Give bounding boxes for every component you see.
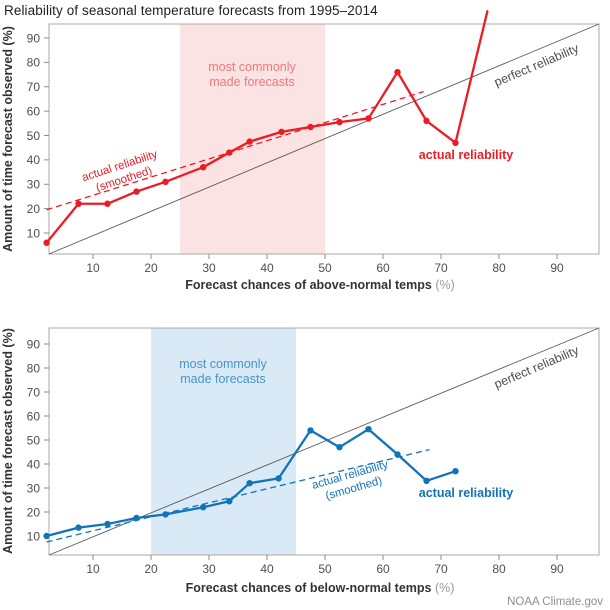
y-tick-label: 20 <box>27 505 41 519</box>
region-label: most commonly <box>179 357 267 371</box>
x-tick-label: 10 <box>86 261 100 275</box>
data-point <box>423 117 430 125</box>
data-point <box>200 504 207 511</box>
actual-reliability-line <box>45 10 489 244</box>
data-point <box>133 188 140 195</box>
actual-reliability-label: actual reliability <box>419 148 514 162</box>
plot-box <box>48 327 600 556</box>
y-tick-label: 90 <box>27 337 41 351</box>
data-point <box>452 468 459 475</box>
data-point <box>365 115 372 122</box>
data-point <box>307 123 314 131</box>
data-point <box>246 480 253 487</box>
data-point <box>336 444 343 451</box>
x-tick-label: 70 <box>434 562 448 576</box>
x-tick-label: 80 <box>492 261 506 275</box>
data-point <box>104 520 111 528</box>
y-axis-label: Amount of time forecast observed (%) <box>1 26 15 252</box>
region-label: made forecasts <box>180 372 265 386</box>
data-point <box>200 163 207 171</box>
perfect-reliability-label-group: perfect reliability <box>492 41 581 89</box>
smoothed-reliability-line <box>46 448 430 543</box>
x-tick-label: 40 <box>260 261 274 275</box>
x-tick-label: 20 <box>144 261 158 275</box>
x-tick-label: 30 <box>202 261 216 275</box>
y-tick-label: 60 <box>27 104 41 118</box>
y-tick-label: 70 <box>27 385 41 399</box>
y-tick-label: 10 <box>27 226 41 240</box>
actual-reliability-label: actual reliability <box>419 486 514 500</box>
x-tick-label: 60 <box>376 562 390 576</box>
perfect-reliability-line <box>48 327 600 556</box>
data-point <box>43 239 50 246</box>
y-tick-label: 50 <box>27 433 41 447</box>
y-tick-label: 30 <box>27 178 41 192</box>
y-tick-label: 30 <box>27 481 41 495</box>
x-tick-label: 10 <box>86 562 100 576</box>
y-tick-label: 20 <box>27 202 41 216</box>
x-axis-label: Forecast chances of below-normal temps (… <box>186 581 455 595</box>
perfect-reliability-label-group: perfect reliability <box>492 343 581 391</box>
x-tick-label: 30 <box>202 562 216 576</box>
data-point <box>278 128 285 136</box>
y-tick-label: 10 <box>27 529 41 543</box>
data-point <box>226 498 233 505</box>
data-point <box>307 427 314 434</box>
y-tick-label: 70 <box>27 80 41 94</box>
y-axis-label-group: Amount of time forecast observed (%) <box>1 328 15 554</box>
plot-box <box>48 23 600 255</box>
y-tick-label: 80 <box>27 361 41 375</box>
data-point <box>275 475 282 482</box>
most-common-forecasts-region <box>180 24 325 254</box>
data-point <box>133 514 140 522</box>
smoothed-label-group: actual reliability(smoothed) <box>81 148 160 194</box>
x-tick-label: 60 <box>376 261 390 275</box>
x-tick-label: 40 <box>260 562 274 576</box>
y-tick-label: 40 <box>27 457 41 471</box>
data-point <box>423 477 430 484</box>
most-common-forecasts-region <box>151 328 296 555</box>
y-tick-label: 50 <box>27 129 41 143</box>
x-tick-label: 90 <box>550 261 564 275</box>
data-point <box>226 149 233 156</box>
x-tick-label: 90 <box>550 562 564 576</box>
smoothed-reliability-line <box>46 91 424 211</box>
perfect-reliability-label: perfect reliability <box>492 41 581 89</box>
y-tick-label: 90 <box>27 31 41 45</box>
data-point <box>104 200 111 207</box>
region-label: made forecasts <box>209 75 294 89</box>
data-point <box>43 532 50 540</box>
y-tick-label: 80 <box>27 56 41 70</box>
data-point <box>162 178 169 186</box>
data-point <box>394 68 401 76</box>
y-tick-label: 40 <box>27 153 41 167</box>
region-label: most commonly <box>208 60 296 74</box>
perfect-reliability-line <box>48 23 600 255</box>
data-point <box>246 138 253 145</box>
figure-title: Reliability of seasonal temperature fore… <box>4 3 378 18</box>
x-tick-label: 20 <box>144 562 158 576</box>
x-tick-label: 70 <box>434 261 448 275</box>
data-point <box>162 511 169 518</box>
data-point <box>452 139 459 147</box>
data-point <box>365 426 372 433</box>
data-point <box>394 451 401 458</box>
y-axis-label-group: Amount of time forecast observed (%) <box>1 26 15 252</box>
x-axis-label: Forecast chances of above-normal temps (… <box>185 278 455 292</box>
data-point <box>336 118 343 126</box>
x-tick-label: 80 <box>492 562 506 576</box>
smoothed-label-group: actual reliability(smoothed) <box>311 459 390 503</box>
x-tick-label: 50 <box>318 562 332 576</box>
x-tick-label: 50 <box>318 261 332 275</box>
data-point <box>75 524 82 531</box>
data-point <box>75 200 82 207</box>
perfect-reliability-label: perfect reliability <box>492 343 581 391</box>
y-axis-label: Amount of time forecast observed (%) <box>1 328 15 554</box>
y-tick-label: 60 <box>27 409 41 423</box>
credit-text: NOAA Climate.gov <box>507 596 603 608</box>
